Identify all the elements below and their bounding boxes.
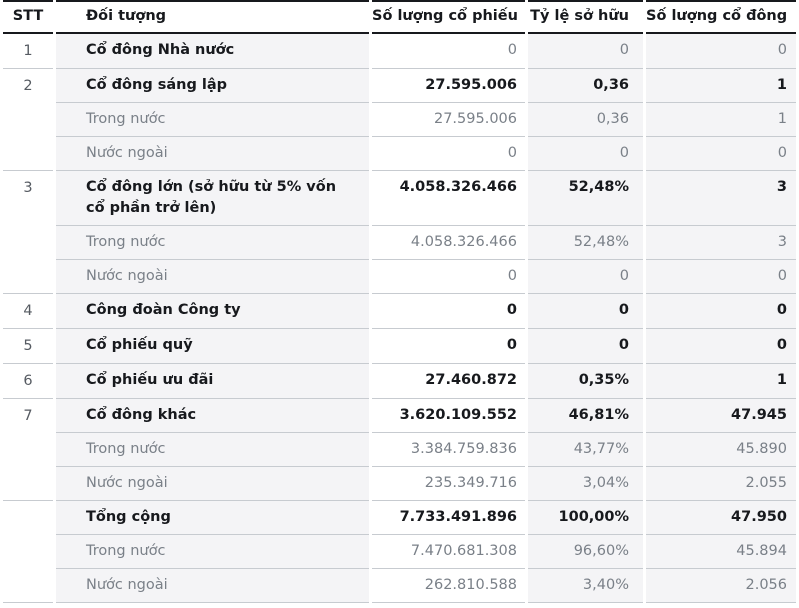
subject-cell: Nước ngoài	[56, 137, 369, 171]
subject-cell: Cổ đông Nhà nước	[56, 34, 369, 69]
ratio-cell: 0	[528, 34, 643, 69]
ratio-cell: 96,60%	[528, 535, 643, 569]
shares-cell: 0	[372, 137, 525, 171]
table-row: Nước ngoài 262.810.588 3,40% 2.056	[3, 569, 796, 603]
holders-cell: 0	[646, 260, 796, 294]
stt-cell: 5	[3, 329, 53, 364]
holders-cell: 1	[646, 69, 796, 103]
stt-cell: 3	[3, 171, 53, 294]
column-header-holders: Số lượng cổ đông	[646, 0, 796, 34]
holders-cell: 47.945	[646, 399, 796, 433]
ratio-cell: 0,36	[528, 103, 643, 137]
shares-cell: 27.595.006	[372, 69, 525, 103]
ratio-cell: 0	[528, 260, 643, 294]
shares-cell: 262.810.588	[372, 569, 525, 603]
subject-cell: Tổng cộng	[56, 501, 369, 535]
ratio-cell: 0,35%	[528, 364, 643, 399]
ratio-cell: 3,40%	[528, 569, 643, 603]
table-row: 3 Cổ đông lớn (sở hữu từ 5% vốn cổ phần t…	[3, 171, 796, 294]
table-row: Trong nước 7.470.681.308 96,60% 45.894	[3, 535, 796, 569]
stt-cell: 1	[3, 34, 53, 69]
shares-cell: 27.595.006	[372, 103, 525, 137]
holders-cell: 45.894	[646, 535, 796, 569]
subject-cell: Công đoàn Công ty	[56, 294, 369, 329]
table-row: 5 Cổ phiếu quỹ 0 0 0	[3, 329, 796, 364]
header-row: STT Đối tượng Số lượng cổ phiếu Tỷ lệ sở…	[3, 0, 796, 34]
table-row: Tổng cộng 7.733.491.896 100,00% 47.950	[3, 501, 796, 603]
ratio-cell: 3,04%	[528, 467, 643, 501]
table-row: 2 Cổ đông sáng lập 27.595.006 0,36 1	[3, 69, 796, 171]
ratio-cell: 52,48%	[528, 226, 643, 260]
shares-cell: 0	[372, 294, 525, 329]
ratio-cell: 100,00%	[528, 501, 643, 535]
table-row: 1 Cổ đông Nhà nước 0 0 0	[3, 34, 796, 69]
subject-cell: Nước ngoài	[56, 467, 369, 501]
holders-cell: 0	[646, 294, 796, 329]
table-row: Trong nước 3.384.759.836 43,77% 45.890	[3, 433, 796, 467]
stt-cell: 7	[3, 399, 53, 501]
table-body: 1 Cổ đông Nhà nước 0 0 0 2 Cổ đông sáng lập 27.…	[3, 34, 796, 603]
table-row: 4 Công đoàn Công ty 0 0 0	[3, 294, 796, 329]
ratio-cell: 43,77%	[528, 433, 643, 467]
shares-cell: 3.620.109.552	[372, 399, 525, 433]
holders-cell: 0	[646, 329, 796, 364]
shares-cell: 0	[372, 260, 525, 294]
subject-cell: Cổ đông sáng lập	[56, 69, 369, 103]
holders-cell: 1	[646, 103, 796, 137]
holders-cell: 0	[646, 137, 796, 171]
holders-cell: 2.055	[646, 467, 796, 501]
holders-cell: 47.950	[646, 501, 796, 535]
ratio-cell: 52,48%	[528, 171, 643, 226]
ratio-cell: 0	[528, 137, 643, 171]
shares-cell: 27.460.872	[372, 364, 525, 399]
subject-cell: Cổ đông lớn (sở hữu từ 5% vốn cổ phần tr…	[56, 171, 369, 226]
shares-cell: 4.058.326.466	[372, 226, 525, 260]
holders-cell: 45.890	[646, 433, 796, 467]
stt-cell: 4	[3, 294, 53, 329]
subject-cell: Nước ngoài	[56, 260, 369, 294]
ratio-cell: 0	[528, 294, 643, 329]
ratio-cell: 0,36	[528, 69, 643, 103]
table-row: Nước ngoài 0 0 0	[3, 260, 796, 294]
table-header: STT Đối tượng Số lượng cổ phiếu Tỷ lệ sở…	[3, 0, 796, 34]
stt-cell: 6	[3, 364, 53, 399]
subject-cell: Nước ngoài	[56, 569, 369, 603]
table-row: 6 Cổ phiếu ưu đãi 27.460.872 0,35% 1	[3, 364, 796, 399]
column-header-ratio: Tỷ lệ sở hữu	[528, 0, 643, 34]
holders-cell: 0	[646, 34, 796, 69]
table-row: Nước ngoài 235.349.716 3,04% 2.055	[3, 467, 796, 501]
subject-cell: Trong nước	[56, 433, 369, 467]
shares-cell: 7.733.491.896	[372, 501, 525, 535]
shares-cell: 0	[372, 329, 525, 364]
holders-cell: 3	[646, 171, 796, 226]
subject-cell: Cổ phiếu ưu đãi	[56, 364, 369, 399]
table-row: Trong nước 27.595.006 0,36 1	[3, 103, 796, 137]
subject-cell: Cổ đông khác	[56, 399, 369, 433]
shares-cell: 3.384.759.836	[372, 433, 525, 467]
shares-cell: 235.349.716	[372, 467, 525, 501]
holders-cell: 1	[646, 364, 796, 399]
table-row: Trong nước 4.058.326.466 52,48% 3	[3, 226, 796, 260]
table-row: Nước ngoài 0 0 0	[3, 137, 796, 171]
shares-cell: 4.058.326.466	[372, 171, 525, 226]
stt-cell: 2	[3, 69, 53, 171]
subject-cell: Trong nước	[56, 103, 369, 137]
shares-cell: 7.470.681.308	[372, 535, 525, 569]
ratio-cell: 46,81%	[528, 399, 643, 433]
ratio-cell: 0	[528, 329, 643, 364]
column-header-shares: Số lượng cổ phiếu	[372, 0, 525, 34]
subject-cell: Trong nước	[56, 535, 369, 569]
column-header-stt: STT	[3, 0, 53, 34]
shares-cell: 0	[372, 34, 525, 69]
subject-cell: Cổ phiếu quỹ	[56, 329, 369, 364]
holders-cell: 3	[646, 226, 796, 260]
subject-cell: Trong nước	[56, 226, 369, 260]
table-row: 7 Cổ đông khác 3.620.109.552 46,81% 47.945	[3, 399, 796, 501]
column-header-subject: Đối tượng	[56, 0, 369, 34]
stt-cell	[3, 501, 53, 603]
holders-cell: 2.056	[646, 569, 796, 603]
